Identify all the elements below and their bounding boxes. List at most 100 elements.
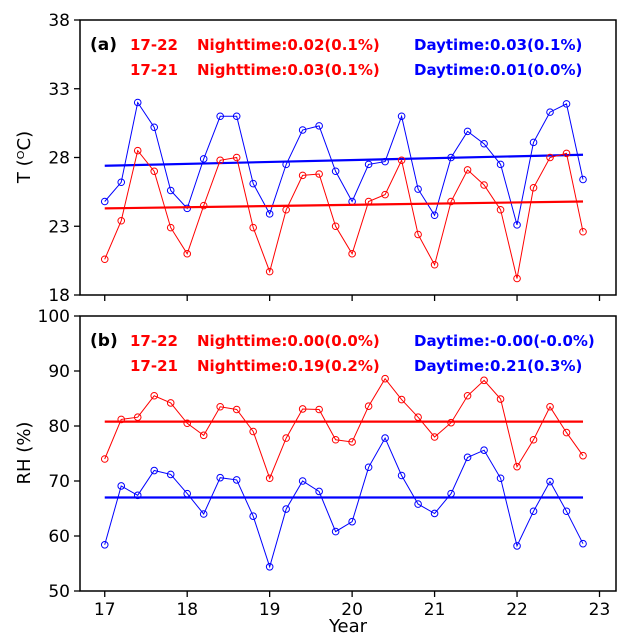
panel-a-data-point [331, 222, 340, 231]
panel-a-data-point [216, 156, 224, 165]
panel-b-data-point [348, 438, 356, 446]
panel-a-data-point [381, 157, 389, 166]
panel-b-ticks: 17 18 19 20 21 22 23 50 60 70 80 90 100 [38, 307, 611, 620]
panel-b-data-point [166, 470, 175, 479]
panel-a-data-point [166, 223, 175, 232]
panel-a-ann-day-2: Daytime:0.01(0.0%) [414, 61, 582, 79]
panel-a-data-point [480, 139, 488, 148]
panel-b-data-point [216, 402, 224, 411]
panel-b-ann-period-1: 17-22 [130, 332, 178, 350]
panel-b-data-point [232, 476, 241, 484]
panel-b-ytick-label: 100 [38, 307, 70, 327]
x-tick-label: 20 [341, 600, 363, 620]
panel-a-data-point [183, 249, 191, 258]
panel-b-data-point [232, 405, 241, 414]
panel-b-data-point [249, 512, 257, 521]
panel-b-ytick-label: 60 [48, 527, 70, 547]
panel-b-ytick-label: 80 [48, 417, 70, 437]
panel-a-data-point [298, 126, 307, 134]
panel-b-data-point [117, 482, 126, 490]
panel-a-data-point [298, 171, 307, 180]
panel-a-data-point [562, 149, 571, 158]
panel-a-ytick-label: 33 [48, 80, 70, 100]
panel-b-data-point [348, 517, 356, 526]
panel-b-ann-day-2: Daytime:0.21(0.3%) [414, 357, 582, 375]
panel-a-data-point [199, 201, 208, 210]
panel-b-data-point [133, 491, 142, 500]
panel-b-data-point [117, 415, 126, 424]
panel-a-data-point [364, 197, 373, 206]
panel-b-data-point [298, 477, 307, 485]
panel-a-data-point [117, 216, 126, 225]
panel-b-data-point [183, 489, 191, 498]
panel-a-ann-night-2: Nighttime:0.03(0.1%) [197, 61, 380, 79]
x-tick-label: 17 [94, 600, 116, 620]
panel-a-data-point [315, 122, 323, 130]
panel-a-ticks: 18 23 28 33 38 [48, 11, 601, 306]
panel-b-data-point [529, 507, 538, 516]
panel-b-data-point [150, 466, 159, 475]
panel-b-data-point [496, 395, 505, 403]
x-axis-label: Year [328, 616, 368, 637]
panel-a-data-point [414, 230, 422, 239]
panel-a: 18 23 28 33 38 T (ᴼC) (a) 17-22 Nighttime:0.… [14, 11, 617, 306]
panel-b-data-point [331, 435, 340, 444]
panel-b-plot [100, 374, 587, 571]
panel-b-data-point [249, 427, 257, 436]
panel-a-data-point [282, 160, 290, 169]
panel-b-data-point [282, 505, 290, 513]
panel-b-data-point [166, 399, 175, 407]
panel-a-data-point [463, 127, 472, 136]
panel-b-data-point [414, 500, 422, 508]
panel-b: 17 18 19 20 21 22 23 50 60 70 80 90 100 RH (%) (b) 1… [14, 307, 617, 620]
panel-a-data-point [100, 197, 109, 206]
panel-a-data-point [529, 138, 538, 147]
panel-a-data-point [166, 186, 175, 195]
panel-b-ann-day-1: Daytime:-0.00(-0.0%) [414, 332, 595, 350]
panel-a-trend-line [104, 153, 584, 167]
panel-a-data-point [463, 166, 472, 174]
panel-b-data-point [513, 542, 521, 550]
panel-b-data-point [513, 462, 521, 471]
panel-b-ytick-label: 90 [48, 362, 70, 382]
panel-a-data-point [364, 160, 373, 169]
panel-b-data-point [414, 413, 422, 422]
panel-b-ytick-label: 50 [48, 582, 70, 602]
panel-a-series-line [104, 149, 584, 279]
panel-b-data-point [397, 471, 406, 480]
panel-b-data-point [463, 391, 472, 400]
panel-a-data-point [265, 210, 274, 218]
panel-a-ytick-label: 23 [48, 217, 70, 237]
panel-a-data-point [348, 249, 356, 258]
panel-b-data-point [150, 391, 159, 400]
panel-a-data-point [480, 181, 488, 189]
panel-b-tag: (b) [90, 331, 118, 351]
panel-a-data-point [282, 205, 290, 214]
panel-a-data-point [117, 178, 126, 187]
panel-b-ann-night-2: Nighttime:0.19(0.2%) [197, 357, 380, 375]
panel-a-data-point [496, 205, 505, 214]
panel-b-series-line [104, 377, 584, 480]
panel-a-data-point [216, 112, 224, 121]
panel-b-data-point [298, 405, 307, 413]
panel-b-data-point [216, 473, 224, 482]
panel-b-data-point [265, 563, 274, 571]
panel-b-data-point [265, 474, 274, 483]
panel-a-data-point [315, 170, 323, 178]
panel-a-series-line [104, 101, 584, 226]
panel-b-series-line [104, 436, 584, 569]
panel-a-data-point [513, 221, 521, 229]
panel-a-ann-day-1: Daytime:0.03(0.1%) [414, 36, 582, 54]
panel-b-ann-night-1: Nighttime:0.00(0.0%) [197, 332, 380, 350]
panel-a-data-point [579, 175, 587, 184]
panel-a-ann-period-2: 17-21 [130, 61, 178, 79]
panel-a-data-point [183, 204, 191, 213]
panel-a-data-point [447, 153, 455, 162]
panel-a-data-point [232, 112, 241, 121]
panel-a-data-point [397, 156, 406, 165]
panel-a-data-point [331, 167, 340, 176]
panel-b-ylabel: RH (%) [14, 422, 35, 485]
panel-a-data-point [150, 123, 159, 132]
panel-b-data-point [463, 453, 472, 462]
